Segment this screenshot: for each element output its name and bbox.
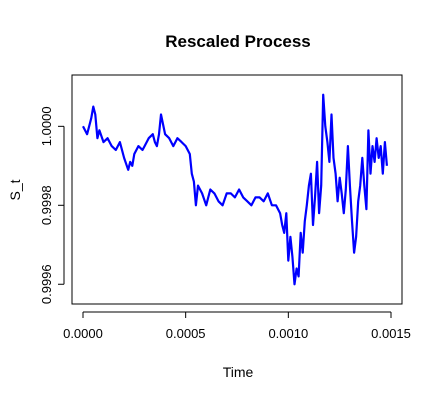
x-tick-label: 0.0015: [371, 326, 411, 341]
y-axis: 0.9996 0.9998 1.0000: [39, 106, 65, 304]
plot-frame: [71, 74, 403, 305]
x-tick-label: 0.0000: [63, 326, 103, 341]
x-axis-label: Time: [223, 364, 254, 380]
series-layer: [82, 93, 388, 286]
y-tick-label: 1.0000: [39, 106, 54, 146]
x-tick-label: 0.0005: [166, 326, 206, 341]
chart-title: Rescaled Process: [165, 32, 311, 51]
y-axis-label: S_t: [7, 179, 23, 200]
y-tick-label: 0.9998: [39, 185, 54, 225]
series-line-0: [82, 93, 388, 286]
x-axis: 0.0000 0.0005 0.0010 0.0015: [63, 311, 411, 341]
x-tick-label: 0.0010: [268, 326, 308, 341]
y-tick-label: 0.9996: [39, 264, 54, 304]
